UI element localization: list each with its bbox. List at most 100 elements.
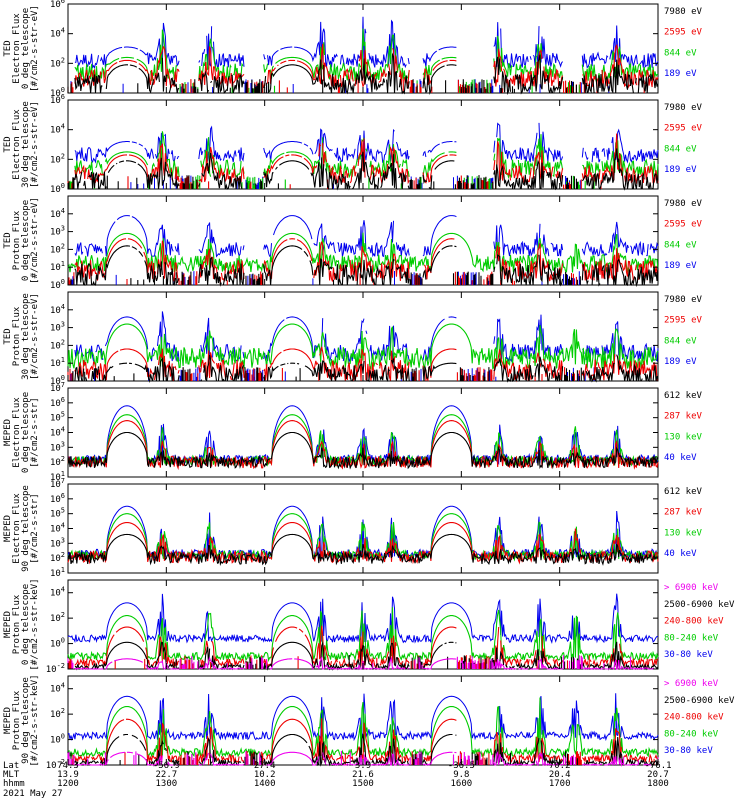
y-tick-label: 104 [50,522,65,535]
series-line-130-kev [67,513,659,562]
y-axis-label-line: 0 deg telescope [21,584,31,665]
y-tick-label: 106 [50,93,65,106]
y-axis-label-line: MEPED [3,419,13,446]
legend-entry: 2595 eV [664,28,703,38]
y-axis-label-line: TED [3,328,13,344]
y-tick-label: 102 [50,242,65,255]
y-tick-label: 103 [50,321,65,334]
panel-2: 100 102 104 106 TED Electron Flux 30 deg teles… [3,93,703,195]
footer-row-label-mlt: MLT [3,770,20,780]
y-axis-label-line: [#/cm2-s-str-keV] [30,674,40,766]
legend-entry: 612 keV [664,391,703,401]
legend-entry: 80-240 keV [664,633,719,643]
y-axis-label-line: TED [3,232,13,248]
series-line-844-ev [67,323,659,370]
legend-entry: 30-80 keV [664,746,713,756]
y-tick-label: 102 [50,152,65,165]
footer-mlt-value: 10.2 [254,770,276,780]
legend-entry: 7980 eV [664,295,703,305]
y-tick-label: 102 [50,338,65,351]
y-axis-label-line: Proton Flux [12,210,22,270]
footer-lat-value: -76.1 [644,761,671,771]
y-tick-label: 101 [50,260,65,273]
legend-entry: 612 keV [664,487,703,497]
y-axis-label-line: Electron Flux [12,13,22,84]
footer-mlt-value: 13.9 [57,770,79,780]
legend-entry: > 6900 keV [664,583,719,593]
footer-mlt-value: 20.7 [647,770,669,780]
y-axis-label-line: Electron Flux [12,109,22,180]
y-tick-label: 105 [50,507,65,520]
y-tick-label: 106 [50,396,65,409]
footer-mlt-value: 9.8 [453,770,469,780]
legend-entry: 2595 eV [664,220,703,230]
y-axis-label-line: [#/cm2-s-str-eV] [30,5,40,92]
y-tick-label: 101 [50,566,65,579]
y-tick-label: 100 [50,86,65,99]
y-axis-label-line: MEPED [3,515,13,542]
panel-8: 10-2 100 102 104 MEPED Proton Flux 90 deg tele… [3,674,735,771]
legend-entry: 844 eV [664,240,697,250]
y-tick-label: 107 [50,477,65,490]
y-tick-label: 104 [50,123,65,136]
footer-hhmm-value: 1400 [254,779,276,789]
footer-hhmm-value: 1700 [549,779,571,789]
series-line-7980-ev [72,354,659,383]
y-axis-label-line: MEPED [3,611,13,638]
y-tick-label: 101 [50,356,65,369]
legend-entry: 80-240 keV [664,729,719,739]
series-line-612-kev [67,533,659,567]
legend-entry: 240-800 keV [664,713,724,723]
y-tick-label: 106 [50,0,65,10]
y-tick-label: 104 [50,426,65,439]
panels-group: 100 102 104 106 TED Electron Flux 0 deg telesc… [3,0,735,771]
legend-entry: 189 eV [664,261,697,271]
y-axis-label-line: [#/cm2-s-str-eV] [30,101,40,188]
panel-4: 100 101 102 103 104 TED Proton Flux 30 deg tele… [3,291,703,387]
legend-entry: 240-800 keV [664,617,724,627]
legend-entry: 130 keV [664,432,703,442]
y-axis-label-line: 0 deg telescope [21,392,31,473]
series-line-612-kev [67,431,659,470]
y-axis-label-line: [#/cm2-s-str-keV] [30,578,40,670]
footer-hhmm-value: 1500 [352,779,374,789]
legend-entry: 7980 eV [664,7,703,17]
footer-lat-value: -36.5 [448,761,475,771]
footer-lat-value: 70.2 [549,761,571,771]
y-tick-label: 106 [50,492,65,505]
footer-row-label-lat: Lat [3,761,19,771]
legend-entry: 189 eV [664,357,697,367]
legend-entry: 189 eV [664,165,697,175]
y-tick-label: 104 [50,27,65,40]
legend-entry: 287 keV [664,508,703,518]
y-tick-label: 100 [50,374,65,387]
y-tick-label: 100 [50,278,65,291]
y-axis-label-line: Electron Flux [12,493,22,564]
legend-entry: 189 eV [664,69,697,79]
y-axis-label-line: [#/cm2-s-str] [30,397,40,467]
legend-entry: 2595 eV [664,316,703,326]
y-axis-label-line: Proton Flux [12,594,22,654]
legend-entry: 287 keV [664,412,703,422]
y-axis-label-line: MEPED [3,707,13,734]
legend-entry: 844 eV [664,336,697,346]
y-tick-label: 10-2 [46,758,65,771]
legend-entry: 40 keV [664,549,697,559]
y-axis-label-line: 90 deg telescope [21,485,31,572]
footer-lat-value: 74.3 [57,761,79,771]
legend-entry: 30-80 keV [664,650,713,660]
series-line-7980-ev [68,148,659,191]
legend-entry: 2500-6900 keV [664,696,735,706]
y-tick-label: 100 [50,637,65,650]
y-tick-label: 104 [50,207,65,220]
legend-entry: > 6900 keV [664,679,719,689]
y-tick-label: 10-2 [46,662,65,675]
legend-entry: 2595 eV [664,124,703,134]
y-axis-label-line: 90 deg telescope [21,677,31,764]
y-tick-label: 100 [50,733,65,746]
y-axis-label-line: [#/cm2-s-str] [30,493,40,563]
